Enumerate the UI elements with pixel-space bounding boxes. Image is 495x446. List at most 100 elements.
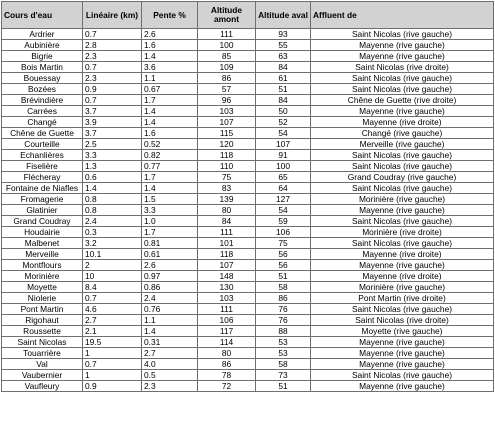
cell-altitude-aval: 61 <box>255 72 311 84</box>
cell-cours-deau: Echanlières <box>1 149 83 161</box>
table-row: Bouessay 2.3 1.1 86 61 Saint Nicolas (rive ga… <box>1 72 494 84</box>
cell-cours-deau: Chêne de Guette <box>1 127 83 139</box>
cell-cours-deau: Flécheray <box>1 171 83 183</box>
cell-altitude-aval: 106 <box>255 226 311 238</box>
cell-altitude-amont: 111 <box>197 28 256 40</box>
cell-lineaire: 2.1 <box>82 325 142 337</box>
table-row: Bois Martin 0.7 3.6 109 84 Saint Nicolas (riv… <box>1 61 494 73</box>
cell-lineaire: 3.9 <box>82 116 142 128</box>
cell-affluent-de: Morinière (rive gauche) <box>310 193 494 205</box>
cell-altitude-amont: 83 <box>197 182 256 194</box>
cell-affluent-de: Saint Nicolas (rive gauche) <box>310 160 494 172</box>
cell-cours-deau: Moyette <box>1 281 83 293</box>
cell-altitude-amont: 114 <box>197 336 256 348</box>
cell-altitude-amont: 117 <box>197 325 256 337</box>
cell-altitude-amont: 120 <box>197 138 256 150</box>
cell-altitude-aval: 51 <box>255 270 311 282</box>
table-row: Saint Nicolas 19.5 0.31 114 53 Mayenne (rive … <box>1 336 494 348</box>
cell-altitude-aval: 75 <box>255 237 311 249</box>
table-row: Fromagerie 0.8 1.5 139 127 Morinière (rive ga… <box>1 193 494 205</box>
cell-cours-deau: Fromagerie <box>1 193 83 205</box>
cell-pente: 1.4 <box>141 50 198 62</box>
cell-lineaire: 10 <box>82 270 142 282</box>
cell-pente: 0.61 <box>141 248 198 260</box>
cell-altitude-amont: 84 <box>197 215 256 227</box>
cell-altitude-amont: 139 <box>197 193 256 205</box>
cell-affluent-de: Mayenne (rive gauche) <box>310 380 494 392</box>
cell-pente: 1.7 <box>141 94 198 106</box>
cell-pente: 1.5 <box>141 193 198 205</box>
cell-affluent-de: Mayenne (rive gauche) <box>310 259 494 271</box>
cell-pente: 3.6 <box>141 61 198 73</box>
header-pente: Pente % <box>141 1 198 29</box>
table-row: Echanlières 3.3 0.82 118 91 Saint Nicolas (ri… <box>1 149 494 161</box>
cell-altitude-amont: 130 <box>197 281 256 293</box>
cell-altitude-amont: 78 <box>197 369 256 381</box>
cell-affluent-de: Mayenne (rive gauche) <box>310 336 494 348</box>
cell-cours-deau: Glatinier <box>1 204 83 216</box>
cell-lineaire: 3.3 <box>82 149 142 161</box>
cell-pente: 0.86 <box>141 281 198 293</box>
cell-affluent-de: Morinière (rive gauche) <box>310 281 494 293</box>
cell-cours-deau: Fiselière <box>1 160 83 172</box>
cell-altitude-aval: 58 <box>255 358 311 370</box>
table-row: Bozées 0.9 0.67 57 51 Saint Nicolas (rive gau… <box>1 83 494 95</box>
table-row: Bigrie 2.3 1.4 85 63 Mayenne (rive gauche) <box>1 50 494 62</box>
cell-pente: 1.1 <box>141 314 198 326</box>
cell-pente: 1.4 <box>141 325 198 337</box>
cell-lineaire: 2.7 <box>82 314 142 326</box>
cell-altitude-aval: 63 <box>255 50 311 62</box>
cell-altitude-amont: 80 <box>197 204 256 216</box>
cell-affluent-de: Mayenne (rive gauche) <box>310 204 494 216</box>
table-row: Grand Coudray 2.4 1.0 84 59 Saint Nicolas (ri… <box>1 215 494 227</box>
cell-pente: 0.76 <box>141 303 198 315</box>
cell-lineaire: 1 <box>82 347 142 359</box>
cell-cours-deau: Courteille <box>1 138 83 150</box>
cell-altitude-amont: 72 <box>197 380 256 392</box>
table-row: Carrées 3.7 1.4 103 50 Mayenne (rive gauche) <box>1 105 494 117</box>
table-header: Cours d'eau Linéaire (km) Pente % Altitu… <box>1 1 494 29</box>
cell-cours-deau: Carrées <box>1 105 83 117</box>
cell-cours-deau: Vaufleury <box>1 380 83 392</box>
cell-lineaire: 2.3 <box>82 50 142 62</box>
cell-pente: 1.4 <box>141 116 198 128</box>
cell-pente: 0.97 <box>141 270 198 282</box>
cell-lineaire: 3.7 <box>82 105 142 117</box>
cell-cours-deau: Changé <box>1 116 83 128</box>
cell-pente: 3.3 <box>141 204 198 216</box>
cell-pente: 1.4 <box>141 105 198 117</box>
cell-pente: 2.4 <box>141 292 198 304</box>
table-row: Touarrière 1 2.7 80 53 Mayenne (rive gauche) <box>1 347 494 359</box>
table-row: Niolerie 0.7 2.4 103 86 Pont Martin (rive dro… <box>1 292 494 304</box>
cell-lineaire: 0.9 <box>82 83 142 95</box>
cell-lineaire: 2.5 <box>82 138 142 150</box>
cell-altitude-amont: 101 <box>197 237 256 249</box>
cell-altitude-aval: 88 <box>255 325 311 337</box>
cell-pente: 4.0 <box>141 358 198 370</box>
cell-cours-deau: Houdairie <box>1 226 83 238</box>
cell-lineaire: 1 <box>82 369 142 381</box>
cell-lineaire: 0.7 <box>82 61 142 73</box>
cell-affluent-de: Grand Coudray (rive gauche) <box>310 171 494 183</box>
cell-lineaire: 0.7 <box>82 94 142 106</box>
table-row: Roussette 2.1 1.4 117 88 Moyette (rive gauche… <box>1 325 494 337</box>
cell-pente: 1.7 <box>141 226 198 238</box>
cell-altitude-aval: 52 <box>255 116 311 128</box>
table-row: Aubinière 2.8 1.6 100 55 Mayenne (rive gauche… <box>1 39 494 51</box>
table-body: Ardrier 0.7 2.6 111 93 Saint Nicolas (rive ga… <box>1 28 494 392</box>
cell-lineaire: 2 <box>82 259 142 271</box>
cell-altitude-aval: 86 <box>255 292 311 304</box>
cell-affluent-de: Saint Nicolas (rive gauche) <box>310 149 494 161</box>
table-row: Changé 3.9 1.4 107 52 Mayenne (rive droite) <box>1 116 494 128</box>
cell-altitude-amont: 107 <box>197 259 256 271</box>
cell-cours-deau: Pont Martin <box>1 303 83 315</box>
cell-altitude-aval: 84 <box>255 61 311 73</box>
cell-cours-deau: Rigohaut <box>1 314 83 326</box>
cell-cours-deau: Bozées <box>1 83 83 95</box>
cell-lineaire: 0.3 <box>82 226 142 238</box>
cell-lineaire: 0.8 <box>82 204 142 216</box>
cell-altitude-aval: 76 <box>255 314 311 326</box>
table-row: Montflours 2 2.6 107 56 Mayenne (rive gauche) <box>1 259 494 271</box>
cell-altitude-aval: 56 <box>255 259 311 271</box>
